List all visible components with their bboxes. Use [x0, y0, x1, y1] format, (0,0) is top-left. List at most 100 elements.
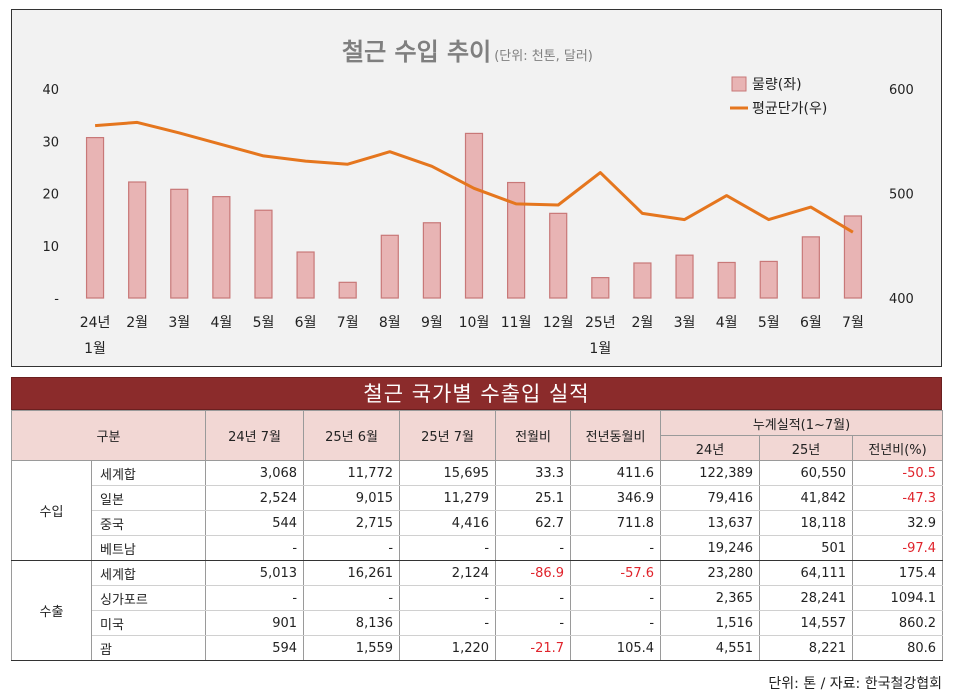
- table-cell: 64,111: [759, 560, 854, 586]
- header-25-jul: 25년 7월: [399, 410, 497, 461]
- header-cum-yoy: 전년비(%): [852, 435, 944, 461]
- table-row: 수입 세계합 3,068 11,772 15,695 33.3 411.6 122,389 60…: [11, 460, 944, 561]
- y-right-tick-label: 400: [889, 292, 914, 307]
- legend-bar-swatch: [731, 76, 747, 92]
- table-cell: -: [495, 535, 572, 561]
- header-cum-24: 24년: [660, 435, 761, 461]
- chart-legend: 물량(좌) 평균단가(우): [730, 76, 827, 117]
- trade-table: 구분 24년 7월 25년 6월 25년 7월 전월비 전년동월비 누계실적(1…: [10, 410, 944, 661]
- bar-mark: [507, 181, 526, 299]
- country-name: 세계합: [90, 460, 207, 486]
- table-row: 수출 세계합 5,013 16,261 2,124 -86.9 -57.6 23,280 64,…: [11, 560, 944, 661]
- x-tick-label: 6월: [295, 315, 317, 331]
- table-cell: 11,279: [399, 485, 497, 511]
- bar-mark: [422, 222, 441, 299]
- bar-mark: [801, 236, 820, 299]
- table-cell: 4,416: [399, 510, 497, 536]
- y-left-tick-label: -: [54, 292, 59, 307]
- bar-mark: [85, 136, 105, 299]
- table-cell: -57.6: [570, 560, 662, 586]
- header-25-jun: 25년 6월: [303, 410, 401, 461]
- table-cell: -97.4: [852, 535, 944, 561]
- bar-mark: [170, 188, 189, 299]
- x-tick-label: 9월: [421, 315, 443, 331]
- source-note: 단위: 톤 / 자료: 한국철강협회: [768, 676, 942, 692]
- table-cell: 14,557: [759, 610, 854, 636]
- table-cell: 18,118: [759, 510, 854, 536]
- legend-bar-label: 물량(좌): [752, 77, 802, 93]
- country-name: 괌: [90, 635, 207, 661]
- header-cum-25: 25년: [759, 435, 854, 461]
- header-yoy: 전년동월비: [570, 410, 662, 461]
- country-name: 중국: [90, 510, 207, 536]
- table-cell: -21.7: [495, 635, 572, 661]
- x-tick-label: 3월: [674, 315, 696, 331]
- table-cell: -: [205, 585, 305, 611]
- x-tick-label: 12월: [543, 315, 574, 331]
- x-tick-label: 8월: [379, 315, 401, 331]
- table-cell: 860.2: [852, 610, 944, 636]
- y-right-tick-label: 600: [889, 83, 914, 98]
- y-left-tick-label: 10: [42, 240, 59, 255]
- table-cell: 41,842: [759, 485, 854, 511]
- x-tick-label: 2월: [126, 315, 148, 331]
- table-cell: 13,637: [660, 510, 761, 536]
- table-cell: -: [570, 535, 662, 561]
- table-cell: 711.8: [570, 510, 662, 536]
- country-name: 싱가포르: [90, 585, 207, 611]
- header-group: 구분: [10, 410, 207, 461]
- y-left-tick-label: 40: [42, 83, 59, 98]
- table-cell: 11,772: [303, 460, 401, 486]
- x-tick-label: 4월: [210, 315, 232, 331]
- table-row: 중국 544 2,715 4,416 62.7 711.8 13,637 18,118 32.9: [12, 510, 944, 536]
- y-right-tick-label: 500: [889, 188, 914, 203]
- table-cell: 4,551: [660, 635, 761, 661]
- table-row: 일본 2,524 9,015 11,279 25.1 346.9 79,416 41,842-…: [12, 485, 944, 511]
- header-24-jul: 24년 7월: [205, 410, 305, 461]
- table-cell: 80.6: [852, 635, 944, 661]
- table-cell: 594: [205, 635, 305, 661]
- x-tick-label: 7월: [842, 315, 864, 331]
- table-cell: -: [303, 585, 401, 611]
- x-tick-label: 6월: [800, 315, 822, 331]
- bar-mark: [759, 260, 778, 299]
- x-tick-label: 25년: [585, 315, 616, 331]
- country-name: 베트남: [90, 535, 207, 561]
- x-tick-label: 5월: [253, 315, 275, 331]
- table-cell: 2,524: [205, 485, 305, 511]
- table-cell: 2,365: [660, 585, 761, 611]
- bar-mark: [380, 234, 399, 299]
- table-cell: 901: [205, 610, 305, 636]
- table-cell: 62.7: [495, 510, 572, 536]
- table-cell: 2,715: [303, 510, 401, 536]
- table-cell: -: [399, 535, 497, 561]
- table-cell: 411.6: [570, 460, 662, 486]
- table-cell: 15,695: [399, 460, 497, 486]
- x-tick-label: 2월: [632, 315, 654, 331]
- table-cell: 3,068: [205, 460, 305, 486]
- bar-mark: [717, 261, 736, 299]
- header-mom: 전월비: [495, 410, 572, 461]
- bar-mark: [254, 209, 273, 299]
- group-label: 수출: [11, 560, 92, 661]
- table-cell: -50.5: [852, 460, 944, 486]
- table-cell: 32.9: [852, 510, 944, 536]
- table-cell: 175.4: [852, 560, 944, 586]
- table-cell: 25.1: [495, 485, 572, 511]
- bar-mark: [591, 277, 610, 299]
- bar-mark: [549, 212, 568, 299]
- legend-line-label: 평균단가(우): [752, 101, 827, 117]
- table-cell: 1,559: [303, 635, 401, 661]
- table-title: 철근 국가별 수출입 실적: [11, 377, 942, 410]
- table-cell: 5,013: [205, 560, 305, 586]
- group-label: 수입: [11, 460, 92, 561]
- x-tick-label: 5월: [758, 315, 780, 331]
- table-cell: 1,220: [399, 635, 497, 661]
- table-row: 베트남 - - - - -19,246 501 -97.4: [12, 535, 944, 561]
- table-cell: -: [570, 585, 662, 611]
- table-cell: -86.9: [495, 560, 572, 586]
- table-cell: 19,246: [660, 535, 761, 561]
- table-cell: -: [205, 535, 305, 561]
- price-line: [94, 120, 854, 234]
- bar-mark: [464, 132, 484, 299]
